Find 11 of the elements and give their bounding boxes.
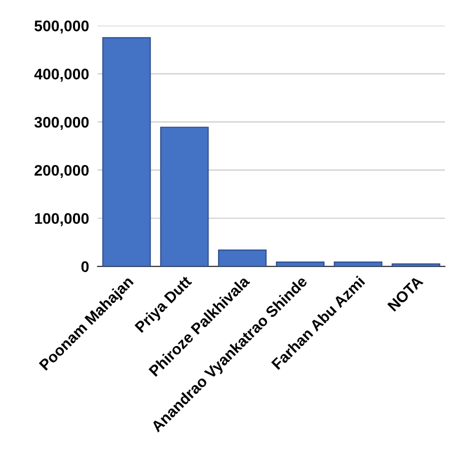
y-tick-label: 100,000: [35, 213, 89, 226]
bar: [218, 249, 267, 266]
y-tick-label: 200,000: [34, 164, 89, 178]
y-tick-label: 0: [81, 261, 89, 272]
bar: [334, 262, 382, 266]
y-tick-label: 400,000: [34, 68, 89, 82]
y-tick-label: 300,000: [34, 116, 89, 130]
bar: [276, 262, 324, 266]
y-tick-label: 500,000: [34, 20, 89, 34]
bar: [160, 126, 209, 266]
bar: [102, 37, 151, 266]
